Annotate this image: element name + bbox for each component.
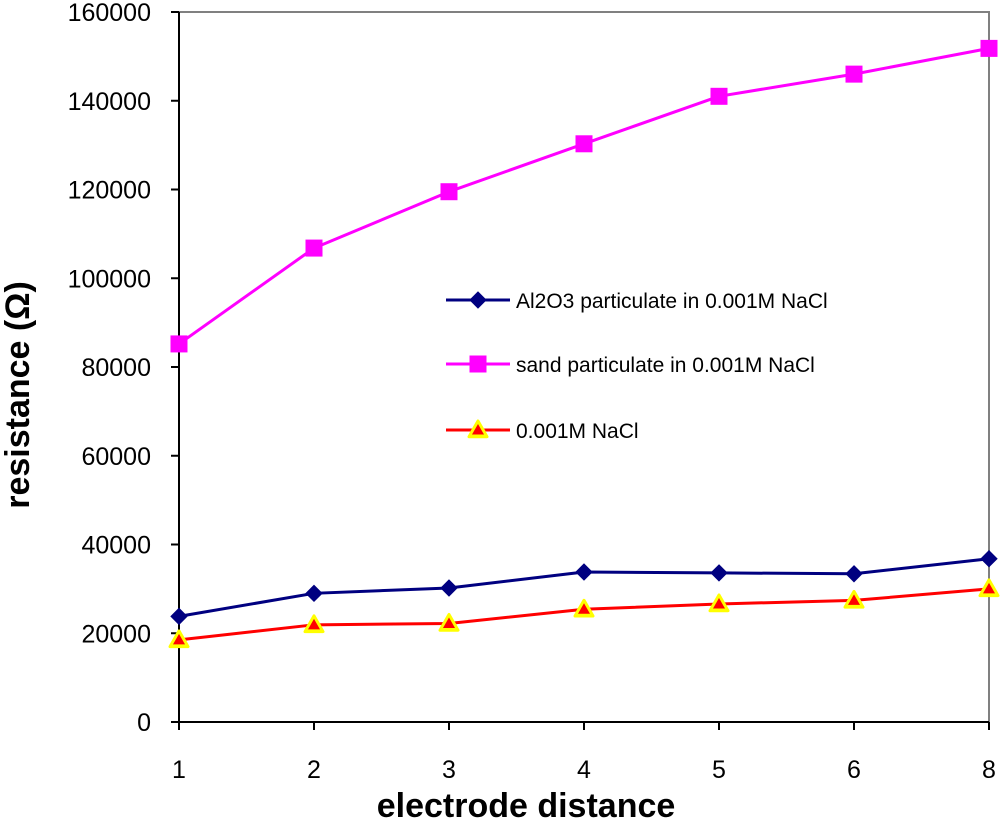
- series-2: [170, 39, 998, 353]
- x-tick-label: 3: [442, 756, 456, 784]
- data-point-diamond: [170, 607, 188, 626]
- legend-entry: sand particulate in 0.001M NaCl: [446, 354, 815, 377]
- legend-label: 0.001M NaCl: [516, 420, 639, 443]
- y-tick-label: 0: [137, 709, 151, 737]
- legend-entry: 0.001M NaCl: [446, 419, 639, 443]
- x-tick-label: 6: [847, 756, 861, 784]
- data-point-triangle: [848, 594, 860, 605]
- legend-label: sand particulate in 0.001M NaCl: [516, 354, 815, 377]
- data-point-square: [710, 87, 728, 105]
- y-tick-label: 100000: [68, 265, 151, 293]
- series: [168, 39, 1000, 649]
- data-point-square: [575, 135, 593, 153]
- y-tick-label: 160000: [68, 0, 151, 27]
- x-axis-title: electrode distance: [377, 787, 676, 822]
- data-point-triangle: [983, 582, 995, 594]
- data-point-diamond: [440, 579, 458, 597]
- x-tick-label: 2: [307, 756, 321, 784]
- data-point-triangle: [578, 603, 590, 614]
- x-tick-label: 5: [712, 756, 726, 784]
- series-1: [170, 549, 998, 626]
- y-tick-label: 140000: [68, 88, 151, 116]
- data-point-diamond: [575, 563, 593, 581]
- data-point-triangle: [713, 597, 725, 609]
- y-tick-label: 80000: [81, 354, 151, 382]
- data-point-diamond: [845, 565, 863, 583]
- ticks: 0 20000 40000 60000 80000 100000 120000 140000 1…: [68, 0, 996, 784]
- data-point-square: [845, 65, 863, 83]
- data-point-square: [440, 183, 458, 201]
- legend-entry: Al2O3 particulate in 0.001M NaCl: [446, 290, 828, 313]
- series-3: [168, 578, 1000, 649]
- x-tick-label: 4: [577, 756, 591, 784]
- x-tick-label: 1: [172, 756, 186, 784]
- x-tick-label: 8: [982, 756, 996, 784]
- data-point-triangle: [308, 618, 320, 630]
- legend-marker: [469, 355, 487, 373]
- data-point-triangle: [443, 617, 455, 628]
- y-tick-label: 40000: [81, 532, 151, 560]
- y-tick-label: 120000: [68, 177, 151, 205]
- legend-label: Al2O3 particulate in 0.001M NaCl: [516, 290, 828, 313]
- data-point-triangle: [173, 633, 185, 645]
- y-axis-title: resistance (Ω): [0, 281, 37, 509]
- y-tick-label: 60000: [81, 443, 151, 471]
- data-point-diamond: [305, 584, 323, 603]
- data-point-square: [170, 335, 188, 353]
- data-point-square: [305, 239, 323, 257]
- data-point-diamond: [980, 549, 998, 568]
- legend-marker: [472, 424, 484, 435]
- y-tick-label: 20000: [81, 620, 151, 648]
- legend-marker: [469, 291, 487, 309]
- legend: Al2O3 particulate in 0.001M NaCl sand par…: [446, 290, 828, 443]
- data-point-square: [980, 39, 998, 57]
- data-point-diamond: [710, 564, 728, 582]
